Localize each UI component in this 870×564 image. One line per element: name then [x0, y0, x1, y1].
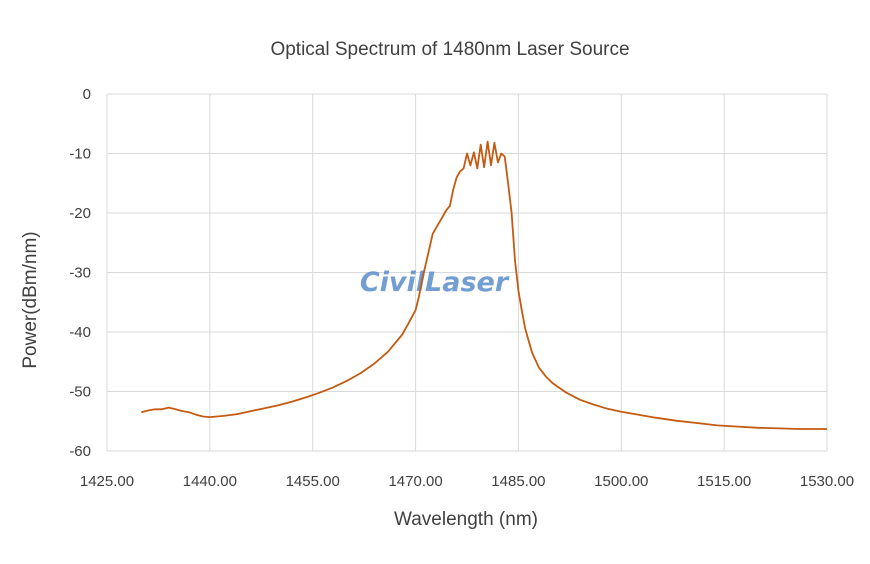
x-tick-label: 1530.00	[800, 473, 854, 490]
x-tick-label: 1500.00	[594, 473, 648, 490]
y-axis-label: Power(dBm/nm)	[20, 231, 41, 368]
civillaser-watermark: CivilLaser	[360, 267, 510, 298]
y-tick-label: -20	[69, 205, 91, 222]
x-tick-label: 1515.00	[697, 473, 751, 490]
y-tick-label: -50	[69, 384, 91, 401]
y-tick-label: -60	[69, 443, 91, 460]
y-tick-label: -10	[69, 146, 91, 163]
x-tick-label: 1425.00	[80, 473, 134, 490]
y-axis-ticks: 0 -10 -20 -30 -40 -50 -60	[69, 86, 91, 460]
x-tick-label: 1440.00	[183, 473, 237, 490]
x-axis-label: Wavelength (nm)	[394, 509, 538, 530]
y-tick-label: -30	[69, 265, 91, 282]
x-tick-label: 1485.00	[491, 473, 545, 490]
chart-title: Optical Spectrum of 1480nm Laser Source	[270, 39, 629, 60]
spectrum-line	[141, 140, 827, 430]
x-tick-label: 1470.00	[388, 473, 442, 490]
gridlines	[106, 93, 828, 452]
y-tick-label: 0	[83, 86, 91, 103]
series-group	[141, 140, 827, 430]
y-tick-label: -40	[69, 324, 91, 341]
x-tick-label: 1455.00	[286, 473, 340, 490]
x-axis-ticks: 1425.00 1440.00 1455.00 1470.00 1485.00 1500.…	[80, 473, 854, 490]
